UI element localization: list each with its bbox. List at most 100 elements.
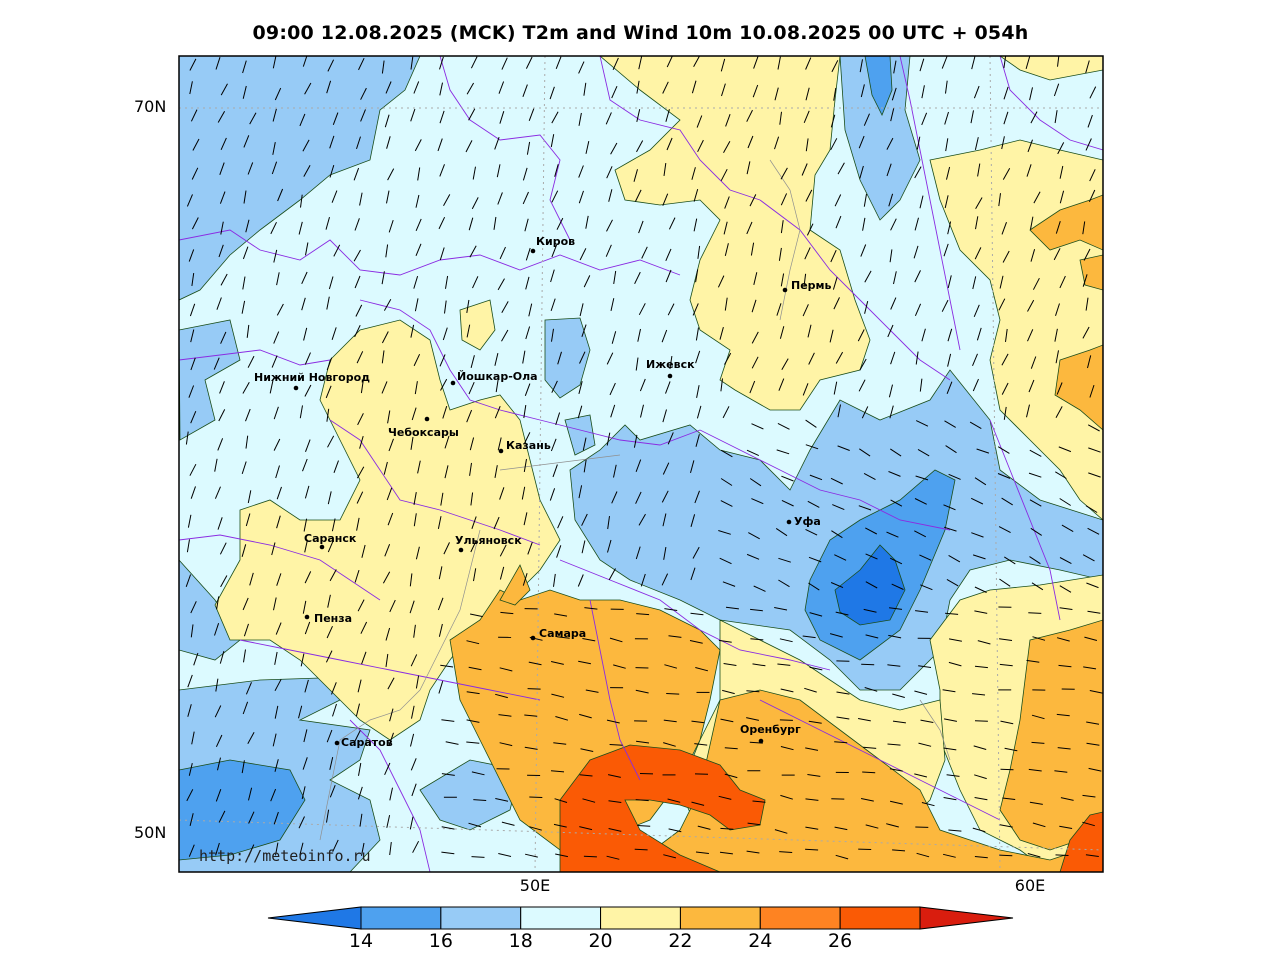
wind-barb [836,716,850,720]
wind-barb [299,842,304,856]
wind-barb [889,768,903,772]
colorbar-segment [759,906,841,930]
wind-barb [858,505,872,511]
wind-barb [805,419,817,428]
wind-barb [270,788,277,802]
wind-barb [557,351,562,365]
wind-barb [274,679,282,692]
wind-barb [388,438,394,452]
wind-barb [215,842,220,856]
wind-barb [635,546,641,560]
wind-barb [439,82,443,96]
wind-barb [779,326,785,339]
wind-barb [746,553,760,560]
wind-barb [354,324,361,338]
wind-barb [776,449,790,455]
wind-barb [915,420,929,427]
wind-barb [948,829,962,832]
wind-barb [634,189,642,202]
wind-barb [385,81,392,94]
wind-barb [440,492,444,506]
wind-barb [302,458,308,472]
wind-barb [411,783,417,797]
wind-barb [637,825,651,827]
wind-barb [1057,747,1071,750]
wind-barb [554,798,568,803]
wind-barb [356,517,360,531]
wind-barb [606,219,613,232]
wind-barb [752,84,759,98]
wind-barb [1085,505,1098,513]
wind-barb [383,461,388,475]
wind-barb [439,247,445,261]
wind-barb [188,844,195,857]
wind-barb [605,112,612,125]
wind-barb [747,135,754,149]
wind-barb [358,762,362,776]
wind-barb [468,666,482,671]
wind-barb [1059,557,1072,565]
wind-barb [889,557,903,565]
colorbar-tick-label: 16 [428,930,453,952]
wind-barb [554,613,568,617]
wind-barb [304,539,308,553]
wind-barb [998,298,1006,311]
wind-barb [557,516,564,529]
wind-barb [998,193,1001,207]
city-dot-saransk [319,544,325,550]
wind-barb [1086,582,1099,589]
wind-barb [973,85,980,99]
wind-barb [970,497,984,505]
wind-barb [578,112,582,126]
wind-barb [689,640,703,644]
wind-barb [941,56,948,69]
wind-barb [720,449,733,458]
wind-barb [694,490,700,504]
wind-barb [919,554,932,561]
wind-barb [582,798,596,803]
colorbar-segment [360,906,442,930]
wind-barb [583,82,587,96]
wind-barb [697,825,711,830]
wind-barb [1083,666,1097,670]
wind-barb [641,246,648,259]
wind-barb [469,245,477,258]
wind-barb [218,409,226,422]
wind-barb [1033,191,1041,204]
wind-barb [249,112,257,125]
wind-barb [410,324,415,338]
wind-barb [805,826,819,830]
wind-barb [411,407,417,421]
wind-barb [551,380,558,393]
wind-barb [831,530,843,539]
wind-barb [523,432,531,445]
wind-barb [304,82,312,95]
wind-barb [606,719,620,724]
wind-barb [1082,554,1095,562]
wind-barb [579,826,593,831]
wind-barb [888,193,894,207]
wind-barb [271,355,278,368]
wind-barb [889,249,893,263]
wind-barb [360,109,366,122]
wind-barb [494,465,498,478]
wind-barb [326,729,333,743]
wind-barb [357,413,364,426]
wind-barb [1027,139,1033,153]
wind-barb [1059,825,1073,829]
wind-barb [499,487,505,500]
wind-barb [914,498,927,505]
wind-barb [691,80,697,94]
wind-barb [412,840,420,853]
wind-barb [217,517,223,530]
wind-barb [1055,471,1067,479]
wind-barb [668,217,676,230]
wind-barb [690,460,695,474]
wind-barb [186,194,193,207]
wind-barb [274,705,279,719]
wind-barb [613,664,626,669]
wind-barb [691,720,705,724]
wind-barb [242,381,250,394]
wind-barb [610,298,615,312]
wind-barb [781,499,794,507]
